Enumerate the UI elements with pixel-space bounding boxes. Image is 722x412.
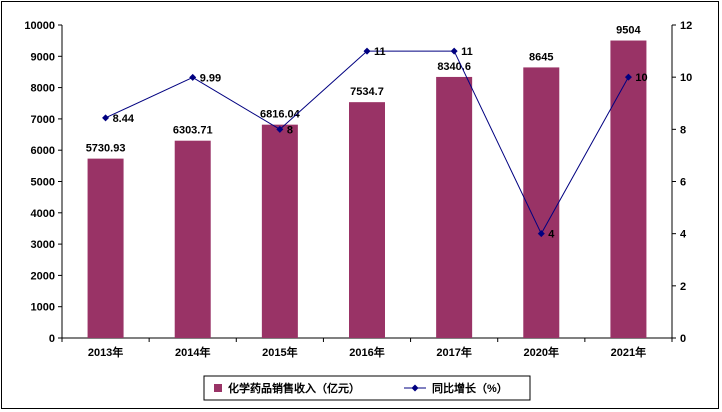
line-label: 11 [374,46,386,58]
legend-box [203,375,531,401]
y-tick-label: 7000 [31,114,55,126]
y2-tick-label: 10 [680,72,692,84]
legend-swatch-bar [214,384,222,392]
bar [261,124,298,338]
y2-tick-label: 12 [680,20,692,32]
x-tick-label: 2021年 [611,345,646,359]
y-tick-label: 4000 [31,208,55,220]
bar-label: 5730.93 [86,143,126,155]
bar-label: 8645 [529,51,553,63]
y2-tick-label: 2 [680,281,686,293]
y-tick-label: 10000 [24,20,55,32]
line-point [450,47,458,55]
bar [523,67,560,338]
line-label: 11 [461,46,473,58]
bar-label: 6816.04 [260,109,301,121]
y-tick-label: 1000 [31,302,55,314]
y-tick-label: 8000 [31,83,55,95]
x-tick-label: 2014年 [175,345,210,359]
bar-label: 7534.7 [350,86,384,98]
y-tick-label: 2000 [31,270,55,282]
legend-marker [411,384,419,392]
line-point [363,47,371,55]
x-tick-label: 2020年 [524,345,559,359]
line-label: 4 [548,229,555,241]
line-point [102,114,110,122]
legend-label-bar: 化学药品销售收入（亿元） [228,381,360,395]
x-tick-label: 2016年 [349,345,384,359]
x-tick-labels: 2013年 2014年 2015年 2016年 2017年 2020年 2021年 [88,345,646,359]
bar [349,102,385,339]
line-point [276,125,284,133]
line-series: 8.44 9.99 8 11 11 4 10 [102,46,648,241]
axes: 0100020003000400050006000700080009000100… [24,20,692,345]
bar [436,76,473,339]
y2-tick-label: 6 [680,177,686,189]
line-label: 9.99 [200,72,221,84]
y2-tick-label: 0 [680,333,686,345]
y2-tick-label: 4 [680,229,687,241]
legend: 化学药品销售收入（亿元） 同比增长（%） [203,375,531,401]
x-tick-label: 2013年 [88,345,123,359]
y-tick-label: 6000 [31,145,55,157]
bar [610,40,647,338]
bar-series: 5730.93 6303.71 6816.04 7534.7 8340.6 8645 950… [86,25,647,339]
bar-label: 6303.71 [173,125,213,137]
bar [87,158,124,338]
line-point [537,230,545,238]
x-tick-label: 2017年 [436,345,471,359]
y-tick-label: 5000 [31,177,55,189]
line-label: 8 [287,124,293,136]
line-label: 8.44 [113,113,135,125]
x-tick-label: 2015年 [262,345,297,359]
line-point [624,73,632,81]
bar-label: 9504 [616,25,641,37]
legend-label-line: 同比增长（%） [432,381,508,395]
line-point [189,73,197,81]
bar [174,140,211,338]
y-tick-label: 3000 [31,239,55,251]
line-label: 10 [635,72,647,84]
bar-label: 8340.6 [437,61,471,73]
y2-tick-label: 8 [680,124,686,136]
y-tick-label: 0 [49,333,55,345]
y-tick-label: 9000 [31,51,55,63]
